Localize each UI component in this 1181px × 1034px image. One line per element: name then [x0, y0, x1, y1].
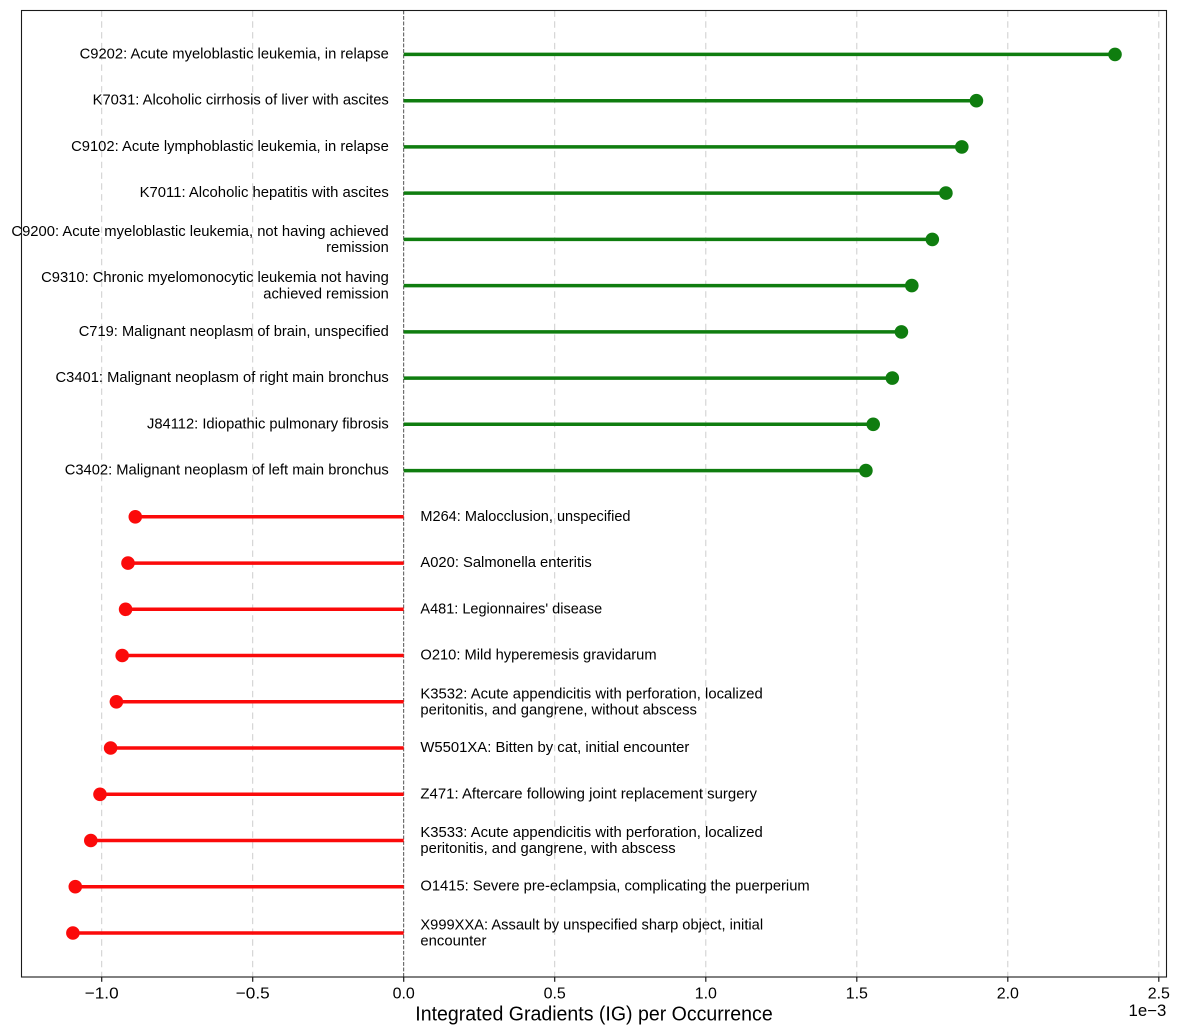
svg-text:K7011: Alcoholic hepatitis wit: K7011: Alcoholic hepatitis with ascites [140, 184, 389, 201]
svg-text:A481: Legionnaires' disease: A481: Legionnaires' disease [420, 600, 602, 617]
svg-text:1.5: 1.5 [846, 984, 868, 1002]
svg-text:2.0: 2.0 [997, 984, 1019, 1002]
svg-text:C9200: Acute myeloblastic leuk: C9200: Acute myeloblastic leukemia, not … [11, 223, 388, 240]
svg-text:2.5: 2.5 [1148, 984, 1170, 1002]
svg-text:peritonitis, and gangrene, wit: peritonitis, and gangrene, with abscess [420, 840, 675, 857]
svg-text:0.0: 0.0 [393, 984, 415, 1002]
svg-text:J84112: Idiopathic pulmonary f: J84112: Idiopathic pulmonary fibrosis [147, 415, 389, 432]
svg-text:A020: Salmonella enteritis: A020: Salmonella enteritis [420, 554, 591, 571]
svg-text:C3402: Malignant neoplasm of l: C3402: Malignant neoplasm of left main b… [65, 462, 389, 479]
svg-text:Z471: Aftercare following join: Z471: Aftercare following joint replacem… [420, 785, 757, 802]
svg-text:−0.5: −0.5 [236, 984, 270, 1002]
svg-text:0.5: 0.5 [544, 984, 566, 1002]
svg-text:C9202: Acute myeloblastic leuk: C9202: Acute myeloblastic leukemia, in r… [80, 45, 389, 62]
svg-text:C719: Malignant neoplasm of br: C719: Malignant neoplasm of brain, unspe… [79, 323, 389, 340]
svg-text:remission: remission [326, 239, 389, 256]
svg-text:achieved remission: achieved remission [263, 285, 389, 302]
svg-text:encounter: encounter [420, 933, 486, 950]
svg-text:C9102: Acute lymphoblastic leu: C9102: Acute lymphoblastic leukemia, in … [71, 138, 389, 155]
svg-text:C9310: Chronic myelomonocytic: C9310: Chronic myelomonocytic leukemia n… [41, 269, 389, 286]
svg-text:1e−3: 1e−3 [1129, 1002, 1167, 1020]
svg-text:C3401: Malignant neoplasm of r: C3401: Malignant neoplasm of right main … [56, 369, 389, 386]
svg-text:−1.0: −1.0 [85, 984, 119, 1002]
svg-text:peritonitis, and gangrene, wit: peritonitis, and gangrene, without absce… [420, 702, 697, 719]
svg-text:K3533: Acute appendicitis with: K3533: Acute appendicitis with perforati… [420, 824, 762, 841]
svg-text:K7031: Alcoholic cirrhosis of: K7031: Alcoholic cirrhosis of liver with… [93, 92, 389, 109]
svg-text:X999XXA: Assault by unspecifie: X999XXA: Assault by unspecified sharp ob… [420, 917, 763, 934]
svg-text:M264: Malocclusion, unspecifie: M264: Malocclusion, unspecified [420, 508, 630, 525]
svg-text:W5501XA: Bitten by cat, initia: W5501XA: Bitten by cat, initial encounte… [420, 739, 689, 756]
svg-text:Integrated Gradients (IG) per: Integrated Gradients (IG) per Occurrence [415, 1002, 772, 1025]
svg-text:O1415: Severe pre-eclampsia, c: O1415: Severe pre-eclampsia, complicatin… [420, 878, 809, 895]
svg-text:O210: Mild hyperemesis gravida: O210: Mild hyperemesis gravidarum [420, 647, 656, 664]
svg-text:K3532: Acute appendicitis with: K3532: Acute appendicitis with perforati… [420, 685, 762, 702]
svg-text:1.0: 1.0 [695, 984, 717, 1002]
